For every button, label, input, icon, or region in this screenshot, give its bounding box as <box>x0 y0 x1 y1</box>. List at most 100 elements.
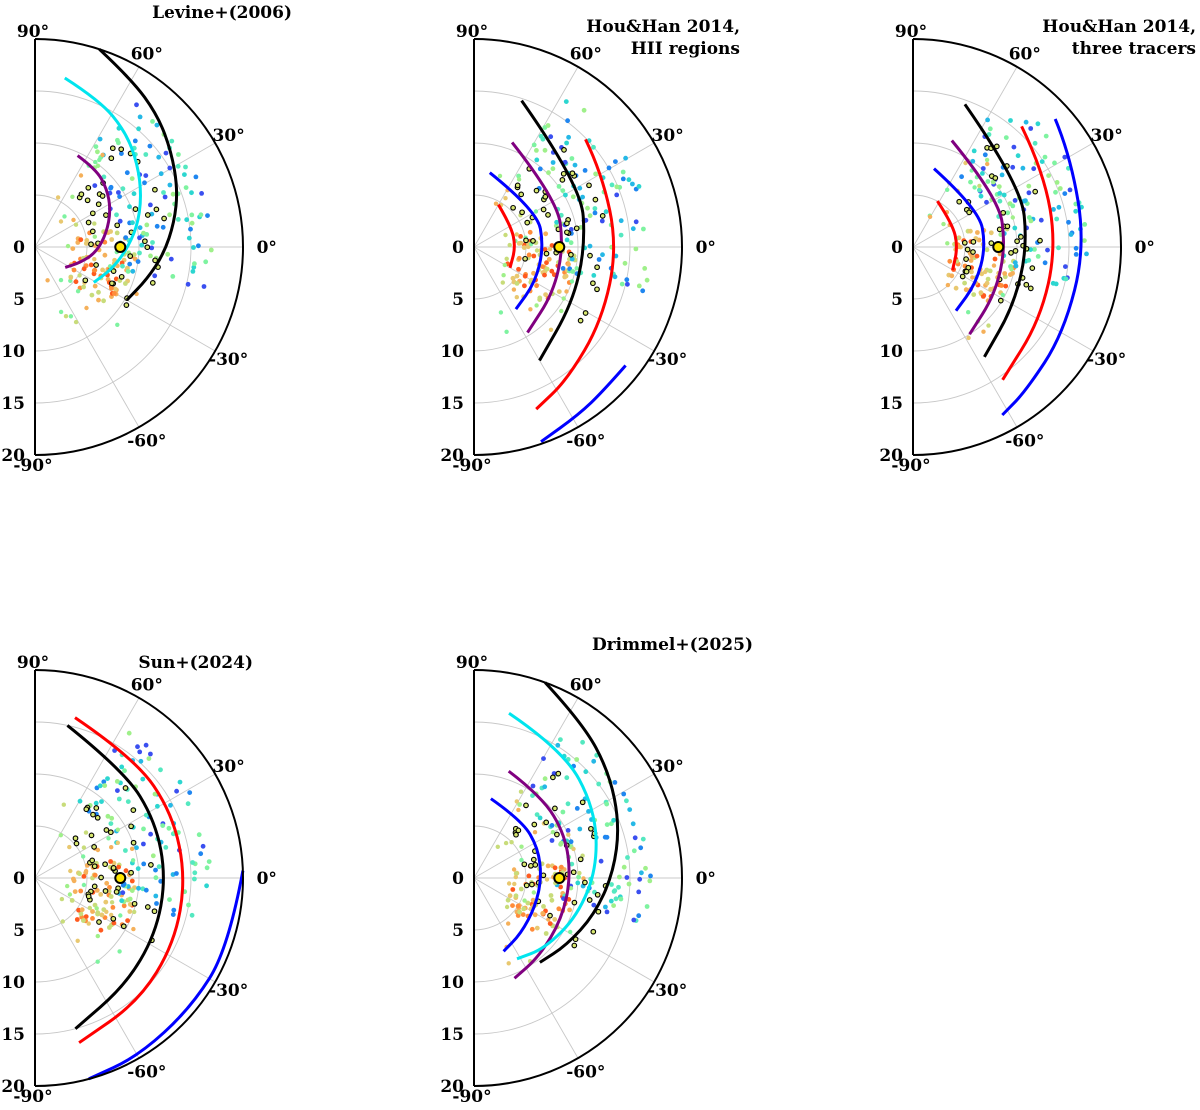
scatter-point <box>570 194 576 200</box>
radius-tick-label: 20 <box>879 446 903 466</box>
scatter-point <box>517 909 522 915</box>
scatter-ring-point <box>510 204 516 211</box>
radius-tick-label: 15 <box>440 394 464 414</box>
scatter-ring-point <box>127 253 134 259</box>
scatter-point <box>978 290 984 296</box>
scatter-point <box>174 788 180 794</box>
scatter-point <box>75 938 80 943</box>
scatter-point <box>518 240 524 246</box>
scatter-point <box>142 180 147 186</box>
scatter-point <box>143 887 149 893</box>
grid-spoke-30 <box>34 142 216 248</box>
scatter-point <box>162 194 168 200</box>
scatter-ring-point <box>595 908 602 915</box>
scatter-ring-point <box>594 286 600 293</box>
scatter-ring-point <box>552 805 558 812</box>
angle-tick-label: -60° <box>127 1063 166 1083</box>
radius-tick-label: 20 <box>1 1077 25 1097</box>
scatter-point <box>515 903 521 909</box>
scatter-point <box>636 184 642 189</box>
scatter-point <box>107 925 112 930</box>
scatter-point <box>493 201 499 206</box>
scatter-ring-point <box>91 863 98 870</box>
scatter-point <box>979 271 985 277</box>
scatter-ring-point <box>88 241 94 248</box>
angle-tick-label: -60° <box>1005 432 1044 452</box>
scatter-point <box>568 227 574 232</box>
scatter-point <box>102 783 108 788</box>
scatter-ring-point <box>1029 265 1036 271</box>
scatter-point <box>537 295 543 301</box>
scatter-point <box>132 909 137 915</box>
scatter-point <box>516 177 522 182</box>
scatter-point <box>139 242 145 248</box>
scatter-point <box>106 836 111 841</box>
scatter-point <box>531 253 537 259</box>
scatter-point <box>626 881 632 887</box>
scatter-point <box>986 323 991 328</box>
scatter-point <box>618 232 624 238</box>
scatter-point <box>98 892 104 897</box>
spiral-arm-4 <box>520 99 586 362</box>
scatter-point <box>600 252 605 258</box>
panel-title: Levine+(2006) <box>152 3 292 23</box>
scatter-point <box>84 305 89 311</box>
scatter-ring-point <box>72 835 79 842</box>
scatter-point <box>123 848 128 853</box>
scatter-point <box>525 900 531 906</box>
scatter-point <box>568 839 574 845</box>
angle-tick-label: -30° <box>648 350 687 370</box>
scatter-point <box>163 150 169 156</box>
scatter-point <box>591 273 597 278</box>
scatter-point <box>1013 263 1019 269</box>
scatter-point <box>127 902 133 907</box>
scatter-point <box>1008 118 1013 123</box>
angle-tick-label: -30° <box>1087 350 1126 370</box>
scatter-point <box>511 287 517 292</box>
scatter-ring-point <box>530 856 537 863</box>
scatter-point <box>79 907 85 913</box>
angle-tick-label: 60° <box>570 675 602 695</box>
scatter-point <box>70 194 75 199</box>
scatter-point <box>581 876 586 881</box>
scatter-point <box>583 769 589 775</box>
scatter-point <box>117 218 123 224</box>
scatter-point <box>101 174 107 180</box>
scatter-ring-point <box>550 774 556 781</box>
scatter-ring-point <box>1037 237 1043 244</box>
scatter-point <box>1028 247 1033 253</box>
scatter-point <box>945 187 950 192</box>
scatter-point <box>546 170 551 176</box>
scatter-point <box>77 273 82 278</box>
scatter-point <box>631 848 637 854</box>
scatter-point <box>566 832 571 837</box>
spiral-arm-3 <box>508 711 598 961</box>
scatter-point <box>78 237 84 243</box>
scatter-point <box>115 827 121 832</box>
scatter-point <box>999 172 1005 178</box>
scatter-point <box>527 229 533 235</box>
scatter-point <box>532 912 538 918</box>
scatter-point <box>534 303 539 308</box>
scatter-ring-point <box>84 197 91 204</box>
scatter-point <box>504 329 509 334</box>
scatter-point <box>176 152 181 157</box>
scatter-point <box>97 136 103 142</box>
scatter-point <box>123 281 128 286</box>
scatter-point <box>1009 267 1014 272</box>
scatter-point <box>102 915 108 920</box>
scatter-point <box>534 148 539 153</box>
scatter-ring-point <box>110 865 117 871</box>
panel-title: HII regions <box>631 39 740 59</box>
scatter-point <box>569 156 575 161</box>
scatter-ring-point <box>970 249 976 255</box>
angle-tick-label: 90° <box>456 22 488 42</box>
sun-marker <box>553 872 566 884</box>
scatter-point <box>623 155 628 161</box>
scatter-point <box>141 841 146 847</box>
scatter-point <box>531 270 536 276</box>
spiral-arm-1 <box>936 200 958 271</box>
scatter-point <box>558 841 563 847</box>
scatter-point <box>71 217 76 223</box>
scatter-point <box>143 152 149 157</box>
